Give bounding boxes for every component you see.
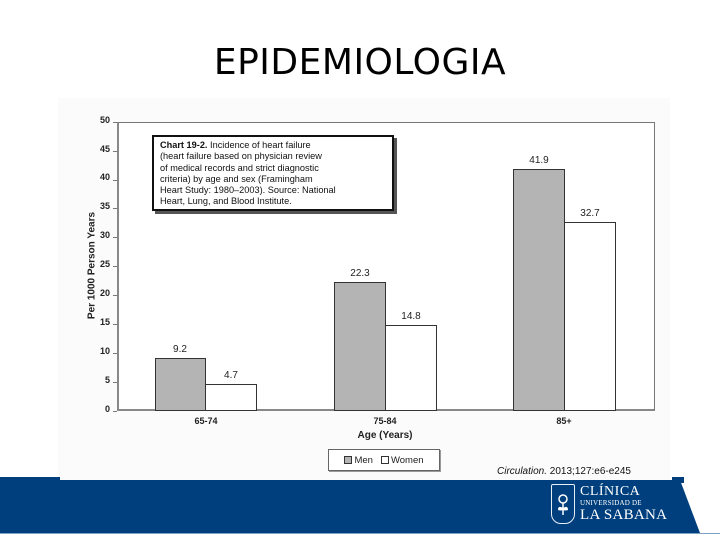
footer-divider [0, 533, 720, 534]
clinica-sabana-logo: CLÍNICA UNIVERSIDAD DE LA SABANA [551, 484, 667, 524]
y-tick-mark [113, 208, 117, 209]
y-tick: 0 [104, 404, 110, 414]
footer-band [0, 480, 700, 533]
slide-title: EPIDEMIOLOGIA [213, 42, 507, 83]
legend-swatch-gray-icon [344, 456, 353, 464]
y-tick: 10 [99, 346, 110, 356]
bar-women-75-84 [385, 325, 437, 411]
x-category-label: 65-74 [194, 416, 218, 426]
y-tick-mark [113, 324, 117, 325]
legend-swatch-white-icon [380, 456, 389, 464]
y-tick-mark [113, 382, 117, 383]
logo-line-1: CLÍNICA [580, 484, 641, 499]
legend-label: Women [390, 454, 424, 466]
caption-line: of medical records and strict diagnostic [160, 162, 319, 173]
citation: Circulation. 2013;127:e6-e245 [497, 466, 631, 477]
y-tick: 45 [99, 144, 110, 154]
bar-value-label: 14.8 [401, 311, 421, 322]
y-tick: 35 [99, 201, 110, 211]
y-tick: 5 [104, 375, 110, 385]
y-tick: 50 [99, 115, 110, 125]
y-tick-mark [113, 237, 117, 238]
y-tick: 15 [99, 317, 110, 327]
y-tick-mark [113, 353, 117, 354]
bar-value-label: 9.2 [173, 344, 187, 355]
legend-item-men: Men [344, 454, 373, 466]
logo-line-3: LA SABANA [580, 507, 668, 523]
x-category-label: 85+ [556, 416, 572, 426]
footer-band-notch [0, 477, 60, 481]
caption-line: criteria) by age and sex (Framingham [160, 173, 313, 184]
flower-emblem-icon [558, 494, 568, 515]
caption-line: (heart failure based on physician review [160, 151, 322, 162]
y-tick-mark [113, 122, 117, 123]
citation-ref: 2013;127:e6-e245 [547, 466, 631, 477]
caption-heading: Chart 19-2. [160, 140, 208, 150]
bar-women-65-74 [205, 384, 257, 411]
y-tick: 25 [99, 259, 110, 269]
y-tick: 20 [99, 288, 110, 298]
legend-item-women: Women [380, 454, 424, 466]
caption-line: Heart, Lung, and Blood Institute. [160, 196, 292, 207]
citation-journal: Circulation. [497, 466, 548, 477]
bar-men-65-74 [155, 358, 206, 411]
caption-line: Incidence of heart failure [207, 140, 311, 150]
y-tick-mark [113, 295, 117, 296]
chart-caption-box: Chart 19-2. Incidence of heart failure (… [152, 135, 394, 211]
logo-line-2: UNIVERSIDAD DE [580, 499, 642, 507]
bar-value-label: 41.9 [529, 155, 549, 166]
y-tick-mark [113, 180, 117, 181]
shield-crest-icon [551, 484, 575, 524]
bar-value-label: 4.7 [224, 370, 238, 381]
logo-wordmark: CLÍNICA UNIVERSIDAD DE LA SABANA [580, 485, 667, 523]
y-tick: 40 [99, 172, 110, 182]
caption-line: Heart Study: 1980–2003). Source: Nationa… [160, 185, 336, 196]
y-tick-mark [113, 266, 117, 267]
x-axis-label: Age (Years) [357, 430, 413, 441]
bar-value-label: 22.3 [350, 268, 370, 279]
legend-label: Men [354, 454, 373, 466]
x-category-label: 75-84 [373, 416, 397, 426]
y-axis-label: Per 1000 Person Years [86, 211, 98, 320]
y-tick-mark [113, 411, 117, 412]
bar-men-85-plus [513, 169, 565, 411]
y-tick: 30 [99, 230, 110, 240]
bar-men-75-84 [334, 282, 386, 411]
chart-legend: Men Women [328, 449, 440, 471]
bar-women-85-plus [564, 222, 616, 411]
y-tick-mark [113, 151, 117, 152]
bar-value-label: 32.7 [580, 208, 600, 219]
